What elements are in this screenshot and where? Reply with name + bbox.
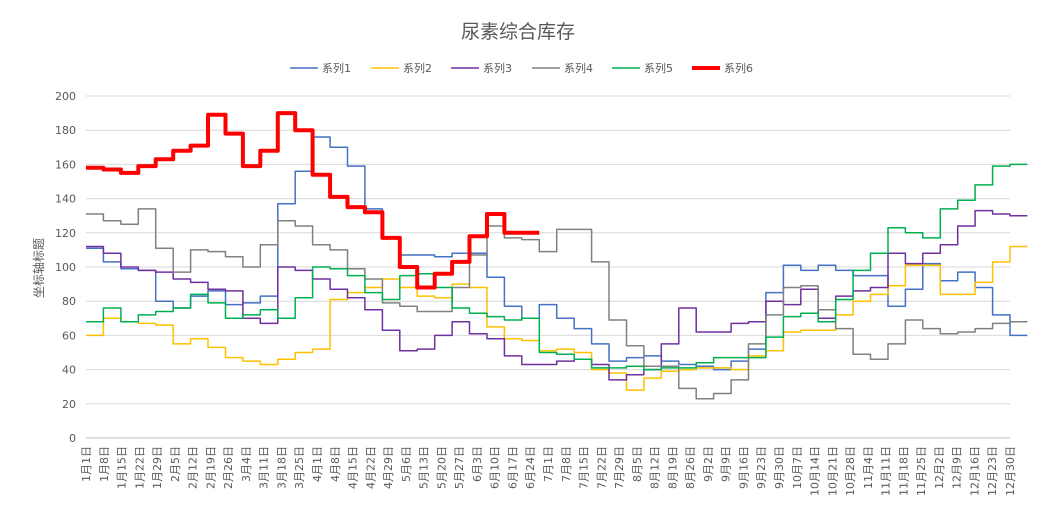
legend-label: 系列2 [403, 61, 432, 75]
legend: 系列1 系列2 系列3 系列4 系列5 系列6 [290, 61, 753, 75]
x-tick-label: 4月15日 [347, 446, 360, 489]
x-tick-label: 8月12日 [649, 446, 662, 489]
series-line-4 [86, 208, 1028, 400]
y-tick-label: 180 [55, 124, 76, 137]
x-tick-label: 6月17日 [506, 446, 519, 489]
y-tick-label: 40 [62, 364, 76, 377]
x-tick-label: 4月22日 [364, 446, 377, 489]
x-tick-label: 11月11日 [880, 446, 893, 496]
legend-label: 系列6 [724, 61, 753, 75]
y-tick-label: 140 [55, 193, 76, 206]
x-tick-label: 2月19日 [204, 446, 217, 489]
x-tick-label: 9月2日 [702, 446, 715, 482]
legend-label: 系列4 [564, 61, 593, 75]
x-tick-label: 1月22日 [133, 446, 146, 489]
x-tick-label: 7月8日 [560, 446, 573, 482]
x-tick-label: 7月22日 [595, 446, 608, 489]
x-tick-label: 5月20日 [435, 446, 448, 489]
x-tick-label: 9月16日 [737, 446, 750, 489]
y-axis-ticks: 0 20 40 60 80 100 120 140 160 180 200 [55, 90, 76, 445]
x-tick-label: 3月4日 [240, 446, 253, 482]
x-tick-label: 4月8日 [329, 446, 342, 482]
legend-label: 系列3 [483, 61, 512, 75]
x-tick-label: 8月19日 [666, 446, 679, 489]
x-axis-ticks: 1月1日 1月8日 1月15日 1月22日 1月29日 2月5日 2月12日 2月19日 2月2… [80, 446, 1017, 496]
x-tick-label: 3月25日 [293, 446, 306, 489]
x-tick-label: 12月23日 [986, 446, 999, 496]
x-tick-label: 5月13日 [418, 446, 431, 489]
x-tick-label: 10月28日 [844, 446, 857, 496]
x-tick-label: 7月1日 [542, 446, 555, 482]
x-tick-label: 2月5日 [169, 446, 182, 482]
x-tick-label: 3月18日 [275, 446, 288, 489]
x-tick-label: 3月11日 [258, 446, 271, 489]
x-tick-label: 1月15日 [116, 446, 129, 489]
series-line-5 [86, 163, 1028, 371]
x-tick-label: 4月29日 [382, 446, 395, 489]
x-tick-label: 2月12日 [187, 446, 200, 489]
y-tick-label: 120 [55, 227, 76, 240]
grid [86, 95, 1010, 439]
x-tick-label: 10月21日 [826, 446, 839, 496]
x-tick-label: 1月29日 [151, 446, 164, 489]
x-tick-label: 11月18日 [897, 446, 910, 496]
y-tick-label: 200 [55, 90, 76, 103]
x-tick-label: 12月2日 [933, 446, 946, 489]
x-tick-label: 9月23日 [755, 446, 768, 489]
x-tick-label: 9月9日 [720, 446, 733, 482]
y-tick-label: 100 [55, 261, 76, 274]
x-tick-label: 5月27日 [453, 446, 466, 489]
x-tick-label: 2月26日 [222, 446, 235, 489]
x-tick-label: 7月15日 [578, 446, 591, 489]
series-line-3 [86, 209, 1028, 381]
x-tick-label: 1月1日 [80, 446, 93, 482]
x-tick-label: 8月26日 [684, 446, 697, 489]
x-tick-label: 8月5日 [631, 446, 644, 482]
x-tick-label: 9月30日 [773, 446, 786, 489]
x-tick-label: 11月25日 [915, 446, 928, 496]
x-tick-label: 7月29日 [613, 446, 626, 489]
legend-label: 系列5 [644, 61, 673, 75]
y-axis-title: 坐标轴标题 [31, 238, 46, 298]
x-tick-label: 6月3日 [471, 446, 484, 482]
x-tick-label: 4月1日 [311, 446, 324, 482]
y-tick-label: 160 [55, 158, 76, 171]
series-line-6 [86, 111, 540, 290]
y-tick-label: 20 [62, 398, 76, 411]
legend-label: 系列1 [322, 61, 351, 75]
x-tick-label: 12月9日 [951, 446, 964, 489]
x-tick-label: 10月7日 [791, 446, 804, 489]
x-tick-label: 6月24日 [524, 446, 537, 489]
x-tick-label: 12月30日 [1004, 446, 1017, 496]
x-tick-label: 1月8日 [98, 446, 111, 482]
y-tick-label: 60 [62, 329, 76, 342]
x-tick-label: 11月4日 [862, 446, 875, 489]
x-tick-label: 5月6日 [400, 446, 413, 482]
x-tick-label: 12月16日 [968, 446, 981, 496]
x-tick-label: 10月14日 [809, 446, 822, 496]
y-tick-label: 80 [62, 295, 76, 308]
x-tick-label: 6月10日 [489, 446, 502, 489]
chart-title: 尿素综合库存 [461, 21, 575, 43]
y-tick-label: 0 [69, 432, 76, 445]
series-lines [86, 111, 1028, 400]
